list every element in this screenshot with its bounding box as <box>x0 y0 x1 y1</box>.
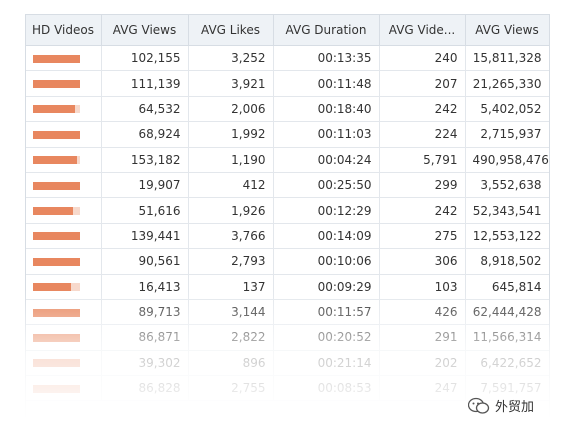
watermark-text: 外贸加 <box>495 400 535 415</box>
table-cell: 1,992 <box>188 121 274 148</box>
table-row: 102,155 3,252 00:13:35 240 15,811,328 <box>26 45 549 72</box>
table-cell: 3,921 <box>188 70 274 97</box>
table-row: 111,139 3,921 00:11:48 207 21,265,330 <box>26 70 549 97</box>
hd-bar <box>33 232 80 241</box>
table-cell: 19,907 <box>101 172 189 199</box>
hd-bar-fill <box>33 80 80 89</box>
table-cell: 1,190 <box>188 147 274 173</box>
table-row: 51,616 1,926 00:12:29 242 52,343,541 <box>26 197 549 224</box>
table-cell: 12,553,122 <box>465 223 549 250</box>
hd-bar-fill <box>33 105 75 114</box>
hd-bar-cell <box>26 147 102 173</box>
hd-bar-fill <box>33 232 80 241</box>
table-cell: 306 <box>379 248 466 275</box>
table-cell: 3,552,638 <box>465 172 549 199</box>
table-cell: 21,265,330 <box>465 70 549 97</box>
table-cell: 275 <box>379 223 466 250</box>
column-header: HD Videos <box>26 15 102 46</box>
hd-bar-cell <box>26 223 102 250</box>
table-cell: 242 <box>379 197 466 224</box>
table-cell: 153,182 <box>101 147 189 173</box>
table-cell: 00:11:03 <box>273 121 380 148</box>
table-cell: 90,561 <box>101 248 189 275</box>
table-cell: 8,918,502 <box>465 248 549 275</box>
hd-bar-cell <box>26 45 102 72</box>
hd-bar-cell <box>26 96 102 123</box>
table-cell: 242 <box>379 96 466 123</box>
table-row: 19,907 412 00:25:50 299 3,552,638 <box>26 172 549 199</box>
table-cell: 52,343,541 <box>465 197 549 224</box>
table-cell: 412 <box>188 172 274 199</box>
table-cell: 5,402,052 <box>465 96 549 123</box>
hd-bar-cell <box>26 197 102 224</box>
table-cell: 00:13:35 <box>273 45 380 72</box>
hd-bar-cell <box>26 121 102 148</box>
table-cell: 2,006 <box>188 96 274 123</box>
table-cell: 1,926 <box>188 197 274 224</box>
table-cell: 00:11:48 <box>273 70 380 97</box>
hd-bar <box>33 130 80 139</box>
hd-bar-fill <box>33 181 80 190</box>
table-cell: 5,791 <box>379 147 466 173</box>
hd-bar <box>33 105 80 114</box>
table-cell: 64,532 <box>101 96 189 123</box>
table-row: 90,561 2,793 00:10:06 306 8,918,502 <box>26 248 549 275</box>
table-cell: 299 <box>379 172 466 199</box>
hd-bar <box>33 80 80 89</box>
table-cell: 102,155 <box>101 45 189 72</box>
hd-bar-fill <box>33 283 71 292</box>
table-cell: 240 <box>379 45 466 72</box>
table-row: 64,532 2,006 00:18:40 242 5,402,052 <box>26 96 549 123</box>
hd-bar <box>33 54 80 63</box>
column-header: AVG Views <box>101 15 189 46</box>
table-cell: 00:10:06 <box>273 248 380 275</box>
hd-bar <box>33 283 80 292</box>
table-row: 68,924 1,992 00:11:03 224 2,715,937 <box>26 121 549 148</box>
table-cell: 3,766 <box>188 223 274 250</box>
hd-bar-fill <box>33 156 77 165</box>
table-cell: 111,139 <box>101 70 189 97</box>
wechat-icon <box>468 397 490 414</box>
hd-bar-cell <box>26 248 102 275</box>
table-cell: 00:25:50 <box>273 172 380 199</box>
hd-bar-cell <box>26 70 102 97</box>
hd-bar <box>33 181 80 190</box>
table-cell: 15,811,328 <box>465 45 549 72</box>
table-cell: 3,252 <box>188 45 274 72</box>
table-cell: 224 <box>379 121 466 148</box>
hd-bar-fill <box>33 257 80 266</box>
header-row: HD Videos AVG Views AVG Likes AVG Duration A… <box>26 15 549 46</box>
table-cell: 139,441 <box>101 223 189 250</box>
column-header: AVG Likes <box>188 15 274 46</box>
watermark: 外贸加 <box>468 396 534 415</box>
table-cell: 207 <box>379 70 466 97</box>
column-header: AVG Views <box>465 15 549 46</box>
table-cell: 490,958,476 <box>465 147 549 173</box>
hd-bar-fill <box>33 207 73 216</box>
hd-bar-fill <box>33 54 80 63</box>
table-cell: 68,924 <box>101 121 189 148</box>
fade-overlay <box>0 290 561 434</box>
table-cell: 00:04:24 <box>273 147 380 173</box>
column-header: AVG Duration <box>273 15 380 46</box>
column-header: AVG Vide... <box>379 15 466 46</box>
table-cell: 2,715,937 <box>465 121 549 148</box>
table-cell: 00:18:40 <box>273 96 380 123</box>
hd-bar <box>33 156 80 165</box>
hd-bar-fill <box>33 130 80 139</box>
table-row: 153,182 1,190 00:04:24 5,791 490,958,476 <box>26 147 549 173</box>
hd-bar-cell <box>26 172 102 199</box>
table-cell: 00:14:09 <box>273 223 380 250</box>
table-cell: 2,793 <box>188 248 274 275</box>
table-cell: 00:12:29 <box>273 197 380 224</box>
table-row: 139,441 3,766 00:14:09 275 12,553,122 <box>26 223 549 250</box>
hd-bar <box>33 257 80 266</box>
hd-bar <box>33 207 80 216</box>
table-cell: 51,616 <box>101 197 189 224</box>
